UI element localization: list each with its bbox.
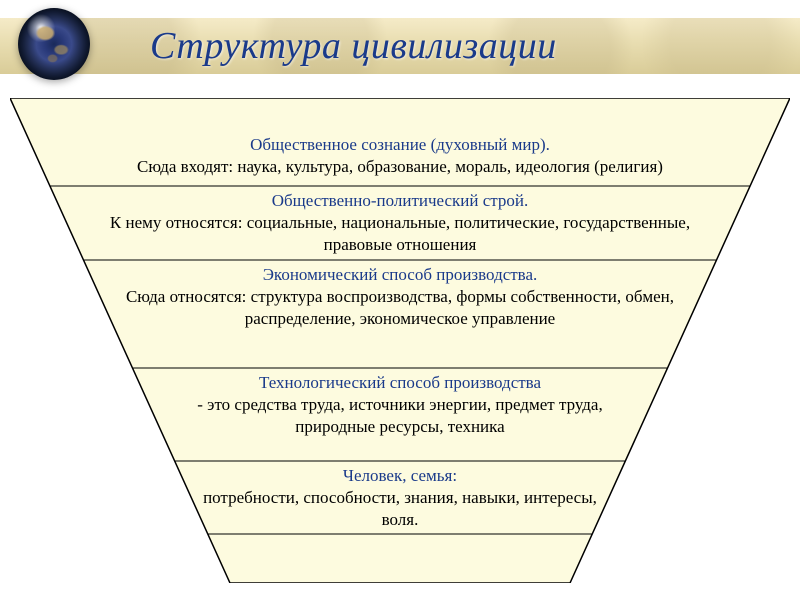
- level-desc-0: Сюда входят: наука, культура, образовани…: [50, 156, 750, 178]
- level-desc-3: - это средства труда, источники энергии,…: [158, 394, 642, 438]
- level-2: Экономический способ производства.Сюда о…: [10, 264, 790, 329]
- level-3: Технологический способ производства- это…: [10, 372, 790, 437]
- level-title-2: Экономический способ производства.: [10, 264, 790, 286]
- header-band: Структура цивилизации: [0, 18, 800, 74]
- level-4: Человек, семья:потребности, способности,…: [10, 465, 790, 530]
- level-1: Общественно-политический строй.К нему от…: [10, 190, 790, 255]
- level-0: Общественное сознание (духовный мир).Сюд…: [10, 134, 790, 178]
- trapezoid-diagram: Общественное сознание (духовный мир).Сюд…: [10, 98, 790, 583]
- level-title-3: Технологический способ производства: [10, 372, 790, 394]
- page-title: Структура цивилизации: [150, 24, 557, 68]
- level-desc-1: К нему относятся: социальные, национальн…: [75, 212, 724, 256]
- level-title-0: Общественное сознание (духовный мир).: [10, 134, 790, 156]
- level-title-4: Человек, семья:: [10, 465, 790, 487]
- level-title-1: Общественно-политический строй.: [10, 190, 790, 212]
- level-desc-4: потребности, способности, знания, навыки…: [200, 487, 600, 531]
- globe-icon: [18, 8, 90, 80]
- level-desc-2: Сюда относятся: структура воспроизводств…: [109, 286, 691, 330]
